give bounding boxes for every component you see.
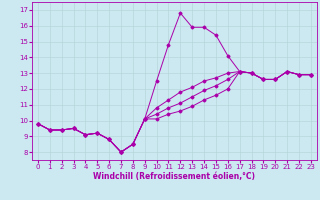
X-axis label: Windchill (Refroidissement éolien,°C): Windchill (Refroidissement éolien,°C) <box>93 172 255 181</box>
